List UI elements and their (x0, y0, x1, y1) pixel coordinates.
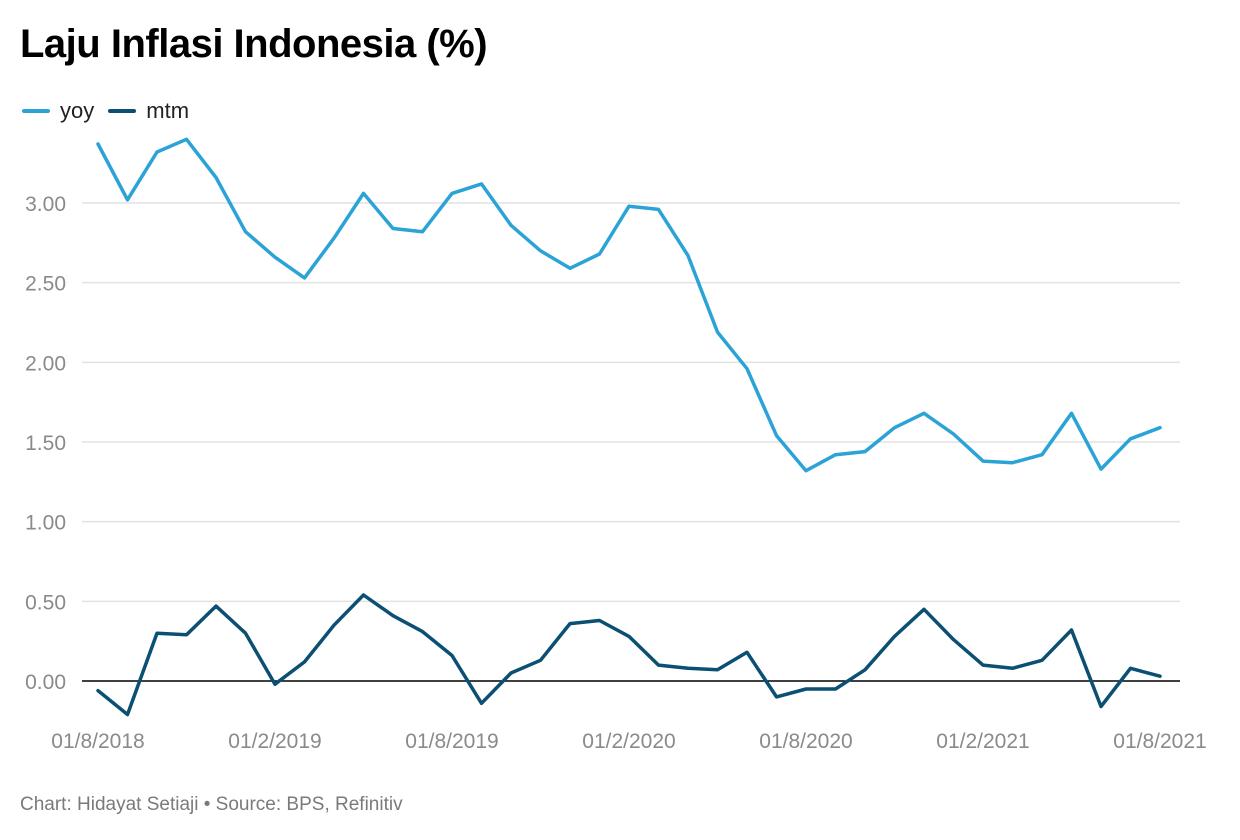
legend-item-mtm: mtm (108, 98, 189, 124)
series-lines (96, 137, 1162, 717)
legend-label-mtm: mtm (146, 98, 190, 123)
y-tick-label: 3.00 (25, 193, 66, 216)
x-tick-label: 01/8/2019 (405, 730, 498, 753)
series-line-mtm (96, 593, 1162, 717)
legend: yoy mtm (22, 98, 203, 124)
y-tick-label: 0.00 (25, 671, 66, 694)
y-axis-ticks: 0.00 0.50 1.00 1.50 2.00 2.50 3.00 (25, 193, 66, 694)
legend-swatch-yoy (22, 109, 50, 113)
y-tick-label: 1.00 (25, 512, 66, 535)
x-tick-label: 01/8/2020 (759, 730, 852, 753)
chart-credit: Chart: Hidayat Setiaji • Source: BPS, Re… (20, 794, 403, 815)
gridlines (82, 202, 1180, 682)
series-line-yoy (96, 137, 1162, 473)
y-tick-label: 2.00 (25, 352, 66, 375)
y-tick-label: 2.50 (25, 273, 66, 296)
legend-swatch-mtm (108, 109, 137, 113)
x-tick-label: 01/2/2020 (582, 730, 675, 753)
x-tick-label: 01/2/2021 (936, 730, 1029, 753)
x-tick-label: 01/8/2018 (51, 730, 144, 753)
x-axis-ticks: 01/8/2018 01/2/2019 01/8/2019 01/2/2020 01/8… (51, 730, 1206, 753)
y-tick-label: 1.50 (25, 432, 66, 455)
legend-item-yoy: yoy (22, 98, 94, 124)
x-tick-label: 01/2/2019 (228, 730, 321, 753)
x-tick-label: 01/8/2021 (1113, 730, 1206, 753)
y-tick-label: 0.50 (25, 591, 66, 614)
legend-label-yoy: yoy (60, 98, 95, 123)
chart-title: Laju Inflasi Indonesia (%) (20, 22, 488, 66)
